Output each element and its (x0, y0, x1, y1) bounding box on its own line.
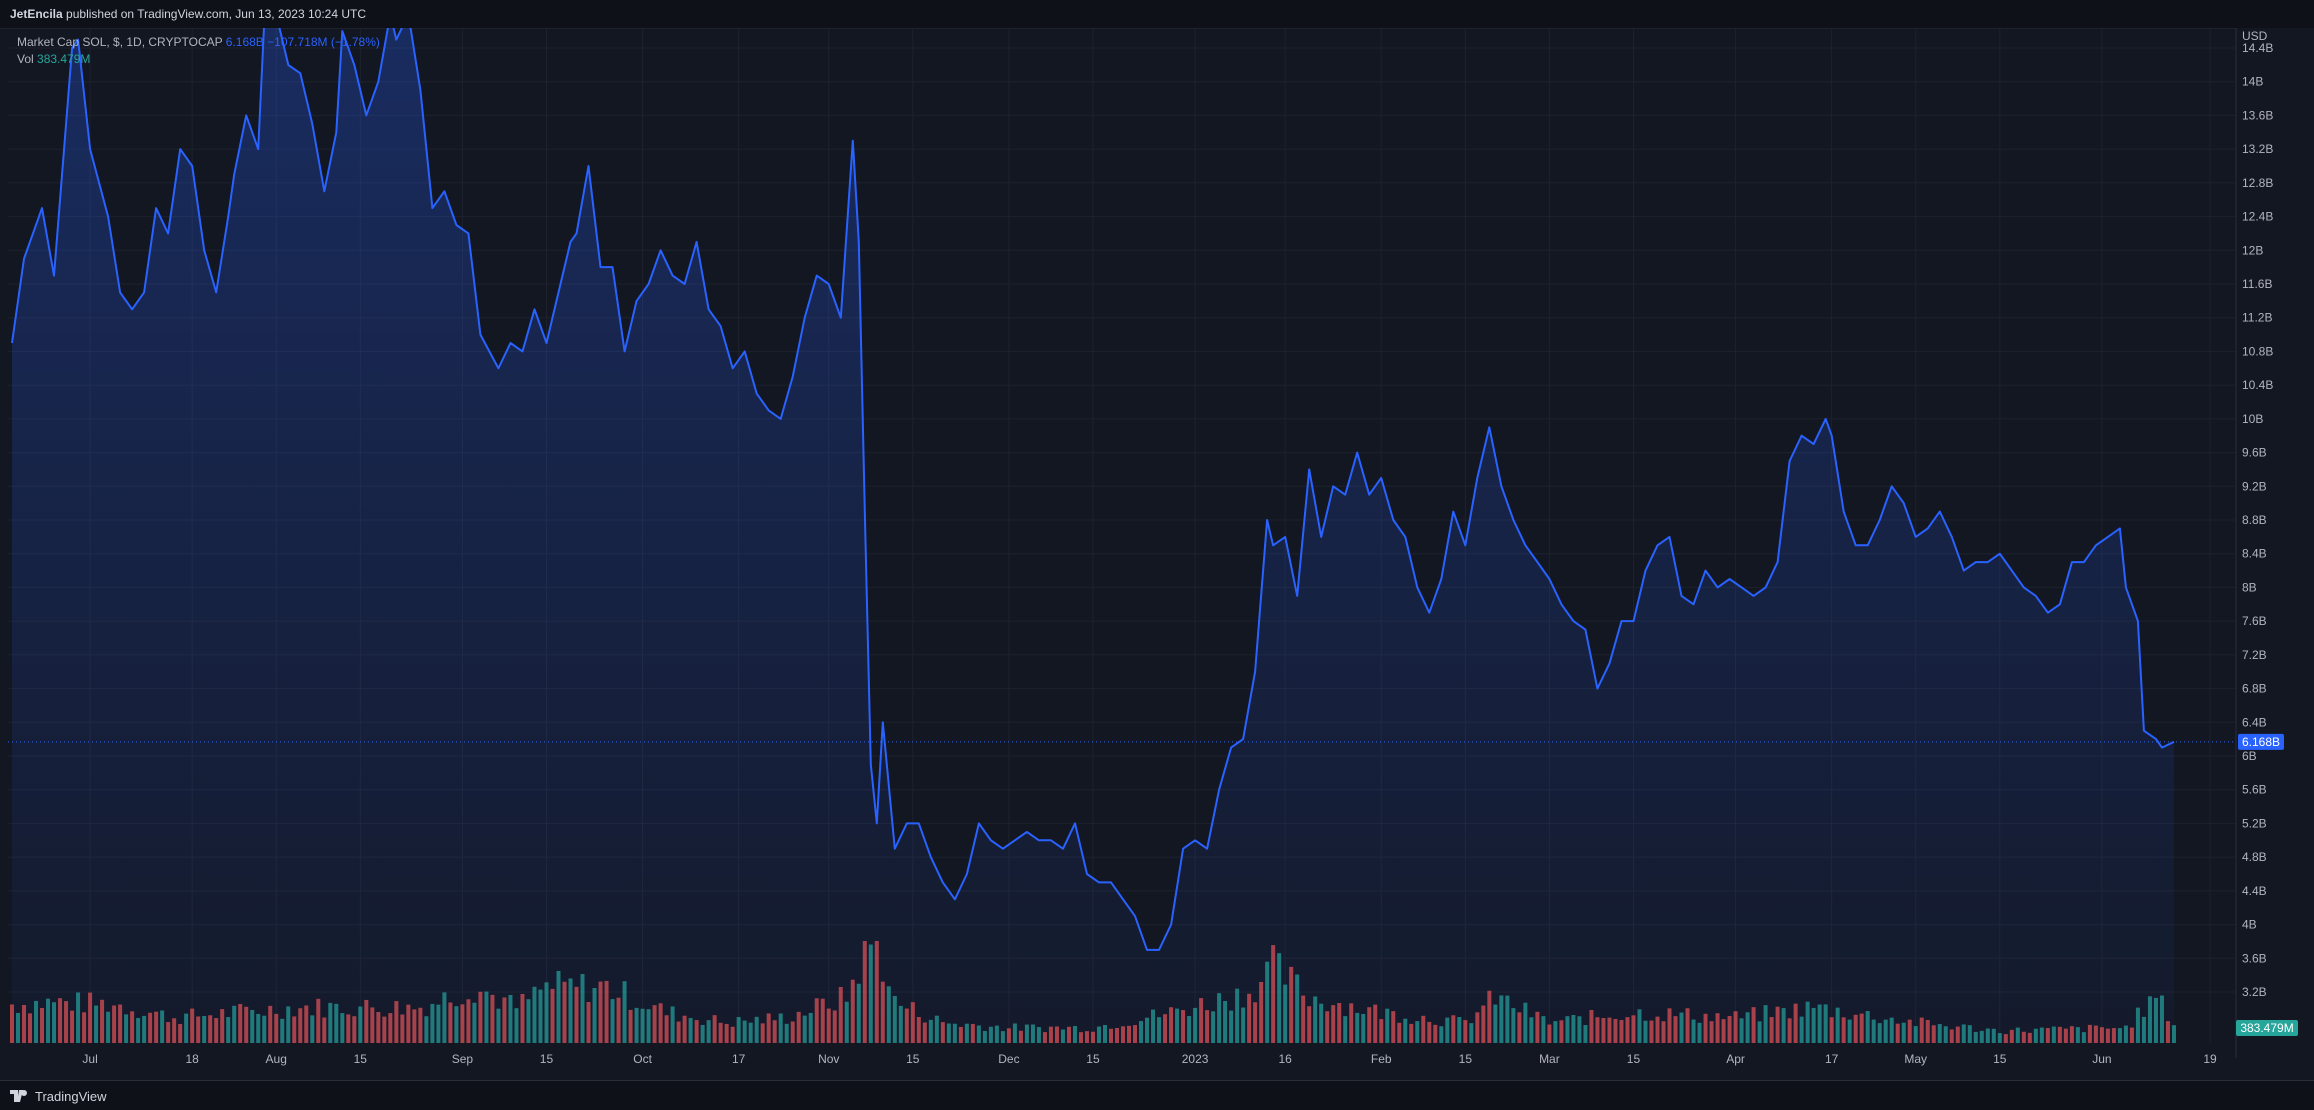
x-tick-label: 15 (1086, 1052, 1100, 1066)
publish-info: published on TradingView.com, Jun 13, 20… (66, 7, 367, 21)
x-tick-label: Jul (82, 1052, 97, 1066)
author-name[interactable]: JetEncila (10, 7, 63, 21)
x-tick-label: 18 (185, 1052, 199, 1066)
x-tick-label: Aug (266, 1052, 287, 1066)
y-tick-label: 12.4B (2242, 210, 2273, 224)
x-tick-label: May (1904, 1052, 1927, 1066)
legend-volume-row: Vol 383.479M (17, 51, 380, 68)
last-volume-label: 383.479M (2240, 1021, 2293, 1035)
y-tick-label: 10B (2242, 412, 2263, 426)
x-tick-label: Oct (633, 1052, 652, 1066)
x-tick-label: 15 (540, 1052, 554, 1066)
x-tick-label: 17 (732, 1052, 746, 1066)
footer-bar: TradingView (0, 1080, 2314, 1110)
publisher-info: JetEncila published on TradingView.com, … (10, 0, 366, 28)
x-tick-label: Apr (1726, 1052, 1745, 1066)
y-tick-label: 6.8B (2242, 682, 2267, 696)
tradingview-logo[interactable]: TradingView (10, 1087, 107, 1105)
legend-price: 6.168B (225, 35, 264, 49)
last-price-badge (2238, 733, 2284, 750)
y-tick-label: 3.6B (2242, 951, 2267, 965)
y-tick-label: 4B (2242, 918, 2257, 932)
x-tick-label: Mar (1539, 1052, 1560, 1066)
legend-change: −107.718M (−1.78%) (267, 35, 380, 49)
legend-vol-value: 383.479M (37, 52, 91, 66)
y-tick-label: 11.2B (2242, 311, 2272, 325)
y-tick-label: 12.8B (2242, 176, 2273, 190)
y-tick-label: 14B (2242, 75, 2263, 89)
tradingview-brand: TradingView (35, 1088, 107, 1104)
x-tick-label: Sep (452, 1052, 474, 1066)
legend-symbol[interactable]: Market Cap SOL, $, 1D, CRYPTOCAP (17, 35, 223, 49)
legend-symbol-row: Market Cap SOL, $, 1D, CRYPTOCAP 6.168B … (17, 34, 380, 51)
last-volume-badge (2236, 1020, 2298, 1036)
y-tick-label: 4.4B (2242, 884, 2267, 898)
x-tick-label: 15 (906, 1052, 920, 1066)
y-tick-label: 7.2B (2242, 648, 2267, 662)
y-tick-label: 13.6B (2242, 108, 2273, 122)
x-tick-label: Dec (998, 1052, 1019, 1066)
chart-canvas[interactable]: 3.2B 3.6B 4B 4.4B 4.8B 5.2B 5.6B 6B 6.4B 6.8B 7.2B… (0, 28, 2314, 1080)
price-axis-panel (2236, 28, 2314, 1080)
y-tick-label: 10.4B (2242, 378, 2273, 392)
y-tick-label: 14.4B (2242, 41, 2273, 55)
y-tick-label: 12B (2242, 243, 2263, 257)
x-tick-label: 15 (1627, 1052, 1641, 1066)
x-tick-label: 17 (1825, 1052, 1839, 1066)
x-tick-label: 15 (1459, 1052, 1473, 1066)
x-tick-label: 19 (2203, 1052, 2217, 1066)
last-price-label: 6.168B (2242, 735, 2280, 749)
y-tick-label: 9.2B (2242, 479, 2267, 493)
y-tick-label: 8.4B (2242, 547, 2267, 561)
y-tick-label: 6B (2242, 749, 2257, 763)
x-tick-label: 15 (354, 1052, 368, 1066)
y-tick-label: 8.8B (2242, 513, 2267, 527)
y-tick-label: 5.2B (2242, 816, 2267, 830)
y-tick-label: 13.2B (2242, 142, 2273, 156)
y-tick-label: 3.2B (2242, 985, 2267, 999)
price-line[interactable] (11, 28, 2175, 951)
y-tick-label: 5.6B (2242, 783, 2267, 797)
y-tick-label: 7.6B (2242, 614, 2267, 628)
x-tick-label: Nov (818, 1052, 839, 1066)
y-tick-label: 6.4B (2242, 715, 2267, 729)
x-tick-label: 16 (1278, 1052, 1292, 1066)
x-tick-label: Jun (2092, 1052, 2111, 1066)
legend-vol-label[interactable]: Vol (17, 52, 34, 66)
price-area-fill (12, 28, 2174, 1043)
x-tick-label: 15 (1993, 1052, 2007, 1066)
y-tick-label: 10.8B (2242, 344, 2273, 358)
publisher-bar: JetEncila published on TradingView.com, … (0, 0, 2314, 29)
y-tick-label: 11.6B (2242, 277, 2272, 291)
y-tick-label: 4.8B (2242, 850, 2267, 864)
tradingview-logo-icon (10, 1090, 27, 1102)
y-tick-label: 9.6B (2242, 446, 2267, 460)
y-tick-label: 8B (2242, 580, 2257, 594)
x-tick-label: 2023 (1182, 1052, 1209, 1066)
currency-label: USD (2242, 29, 2268, 43)
chart-legend: Market Cap SOL, $, 1D, CRYPTOCAP 6.168B … (17, 34, 380, 68)
x-tick-label: Feb (1371, 1052, 1392, 1066)
